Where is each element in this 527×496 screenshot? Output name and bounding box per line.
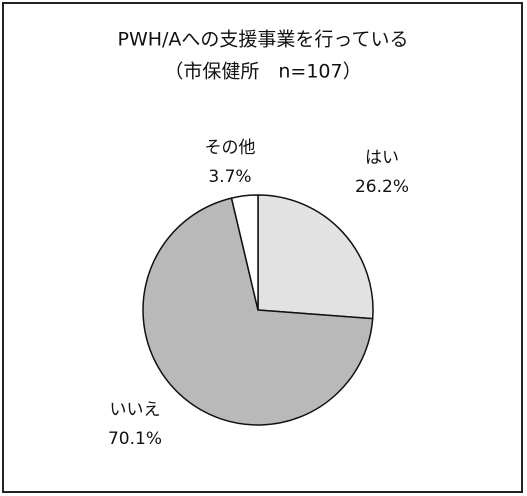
slice-value-label: 70.1% xyxy=(108,429,162,449)
chart-subtitle: （市保健所 n=107） xyxy=(164,61,361,83)
slice-value-label: 26.2% xyxy=(355,177,409,197)
slice-label: はい xyxy=(365,148,399,168)
slice-value-label: 3.7% xyxy=(208,167,251,187)
pie-slice xyxy=(257,194,374,320)
slice-label: その他 xyxy=(205,138,256,158)
chart-title: PWH/Aへの支援事業を行っている xyxy=(118,29,409,51)
pie-slice xyxy=(142,197,374,426)
pie-slice xyxy=(230,194,259,311)
slice-label: いいえ xyxy=(110,400,161,420)
